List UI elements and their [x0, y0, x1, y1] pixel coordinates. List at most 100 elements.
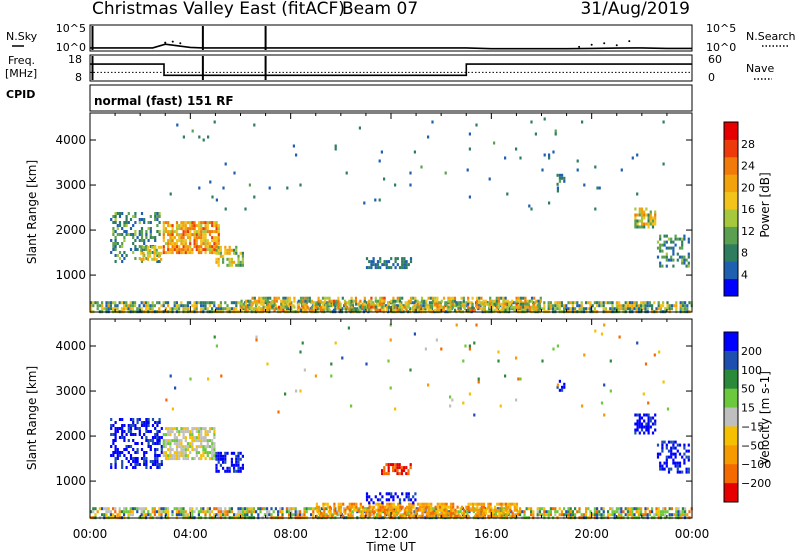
heatmap-cell	[613, 510, 616, 514]
heatmap-cell	[145, 304, 148, 308]
heatmap-cell	[197, 251, 201, 255]
heatmap-cell	[284, 305, 287, 309]
heatmap-cell	[191, 439, 194, 443]
heatmap-cell	[624, 304, 627, 308]
heatmap-cell	[493, 508, 497, 512]
heatmap-cell	[326, 505, 329, 509]
heatmap-cell	[672, 240, 675, 244]
heatmap-cell	[134, 239, 137, 242]
heatmap-cell	[359, 505, 362, 509]
heatmap-cell	[118, 245, 122, 248]
heatmap-cell	[206, 221, 209, 225]
heatmap-cell	[302, 305, 305, 309]
heatmap-cell	[661, 464, 664, 468]
heatmap-cell	[195, 304, 198, 308]
heatmap-cell	[541, 507, 544, 511]
heatmap-cell	[500, 514, 503, 518]
heatmap-cell	[495, 296, 498, 300]
heatmap-cell	[138, 245, 141, 248]
heatmap-cell	[530, 120, 533, 124]
heatmap-cell	[200, 233, 203, 237]
heatmap-cell	[643, 213, 646, 217]
heatmap-cell	[596, 507, 599, 511]
heatmap-cell	[178, 224, 181, 228]
heatmap-cell	[556, 186, 559, 190]
heatmap-cell	[440, 305, 443, 309]
heatmap-cell	[134, 466, 137, 469]
heatmap-cell	[486, 302, 490, 306]
heatmap-cell	[215, 507, 218, 511]
heatmap-cell	[654, 422, 657, 426]
heatmap-cell	[477, 380, 480, 384]
heatmap-cell	[352, 308, 355, 312]
heatmap-cell	[646, 507, 649, 511]
heatmap-cell	[491, 302, 494, 306]
heatmap-cell	[147, 301, 150, 305]
heatmap-cell	[468, 132, 471, 136]
heatmap-cell	[504, 514, 508, 518]
heatmap-cell	[653, 513, 656, 517]
heatmap-cell	[228, 507, 231, 511]
heatmap-cell	[211, 454, 214, 458]
heatmap-cell	[162, 239, 165, 243]
heatmap-cell	[436, 502, 439, 506]
heatmap-cell	[670, 467, 673, 471]
heatmap-cell	[664, 307, 667, 311]
heatmap-cell	[184, 448, 187, 452]
frequency-panel-frame	[89, 54, 693, 82]
heatmap-cell	[147, 421, 150, 424]
heatmap-cell	[366, 508, 369, 512]
heatmap-cell	[180, 236, 183, 240]
heatmap-cell	[204, 457, 207, 461]
heatmap-cell	[206, 439, 209, 443]
heatmap-cell	[629, 510, 632, 514]
heatmap-cell	[169, 433, 172, 437]
heatmap-cell	[129, 510, 132, 514]
heatmap-cell	[162, 227, 165, 231]
heatmap-cell	[561, 388, 564, 392]
heatmap-cell	[116, 233, 119, 236]
heatmap-cell	[155, 251, 158, 255]
heatmap-cell	[512, 301, 515, 305]
heatmap-cell	[239, 263, 242, 267]
heatmap-cell	[440, 299, 443, 303]
heatmap-cell	[681, 301, 684, 305]
heatmap-cell	[154, 442, 157, 445]
heatmap-cell	[146, 245, 149, 249]
heatmap-cell	[282, 308, 285, 312]
heatmap-cell	[643, 216, 646, 220]
heatmap-cell	[189, 377, 192, 381]
heatmap-cell	[640, 422, 644, 426]
heatmap-cell	[149, 233, 152, 236]
heatmap-cell	[383, 263, 386, 267]
heatmap-cell	[193, 245, 196, 249]
heatmap-cell	[321, 296, 325, 300]
heatmap-cell	[396, 469, 399, 473]
heatmap-cell	[200, 439, 203, 443]
heatmap-cell	[668, 513, 671, 517]
heatmap-cell	[204, 236, 207, 240]
heatmap-cell	[171, 233, 174, 237]
heatmap-cell	[401, 305, 404, 309]
heatmap-cell	[370, 505, 373, 509]
heatmap-cell	[189, 239, 192, 243]
heatmap-cell	[129, 248, 133, 251]
heatmap-cell	[683, 258, 686, 262]
heatmap-cell	[334, 307, 337, 311]
heatmap-cell	[213, 454, 216, 458]
heatmap-cell	[676, 464, 679, 468]
heatmap-cell	[487, 502, 490, 506]
heatmap-cell	[178, 227, 181, 231]
heatmap-cell	[178, 442, 181, 446]
heatmap-cell	[184, 436, 187, 440]
heatmap-cell	[158, 430, 161, 433]
heatmap-cell	[593, 513, 596, 517]
heatmap-cell	[468, 392, 471, 396]
heatmap-cell	[530, 510, 533, 514]
heatmap-cell	[198, 186, 201, 190]
heatmap-cell	[394, 266, 397, 270]
heatmap-cell	[101, 507, 104, 511]
heatmap-cell	[195, 245, 198, 249]
heatmap-cell	[224, 469, 227, 473]
power-colorbar-segment	[724, 243, 738, 262]
